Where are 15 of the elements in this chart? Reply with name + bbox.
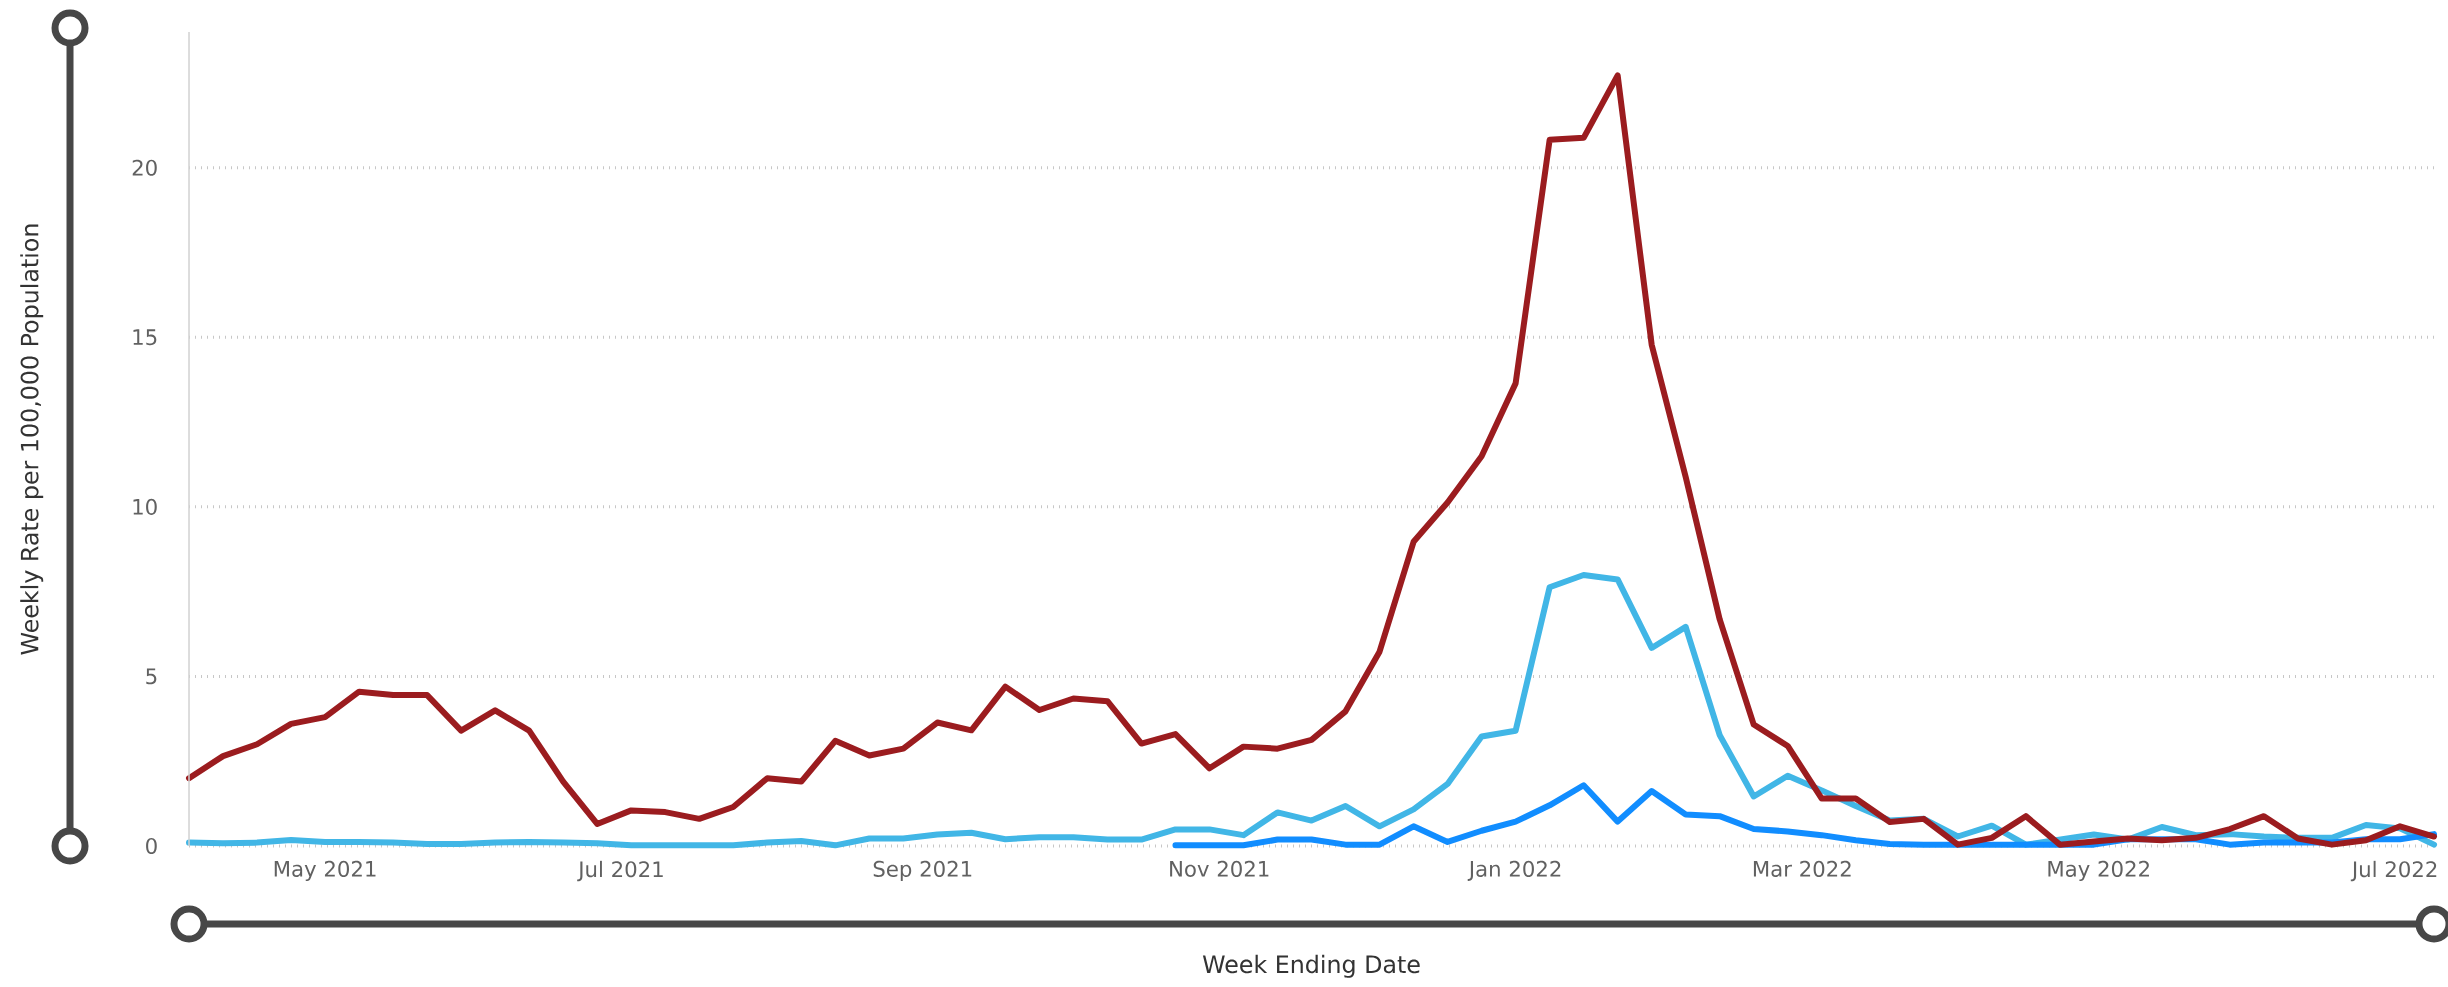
y-tick-label: 20 xyxy=(132,159,157,176)
x-tick-label: May 2021 xyxy=(274,860,376,882)
x-tick-label: Jul 2022 xyxy=(2350,860,2437,882)
x-tick-label: Jan 2022 xyxy=(1467,860,1561,881)
x-tick-label: Mar 2022 xyxy=(1753,860,1851,877)
y-tick-label: 10 xyxy=(133,498,157,515)
x-tick-label: Sep 2021 xyxy=(873,860,972,882)
x-tick-label: May 2022 xyxy=(2048,860,2149,882)
x-tick-label: Jul 2021 xyxy=(577,860,663,882)
y-axis-title: Weekly Rate per 100,000 Population xyxy=(20,224,44,655)
x-tick-label: Nov 2021 xyxy=(1170,860,1269,877)
y-tick-label: 0 xyxy=(146,837,157,855)
x-axis-title: Week Ending Date xyxy=(1202,954,1420,978)
y-tick-label: 5 xyxy=(146,668,157,685)
y-tick-label: 15 xyxy=(133,329,157,346)
